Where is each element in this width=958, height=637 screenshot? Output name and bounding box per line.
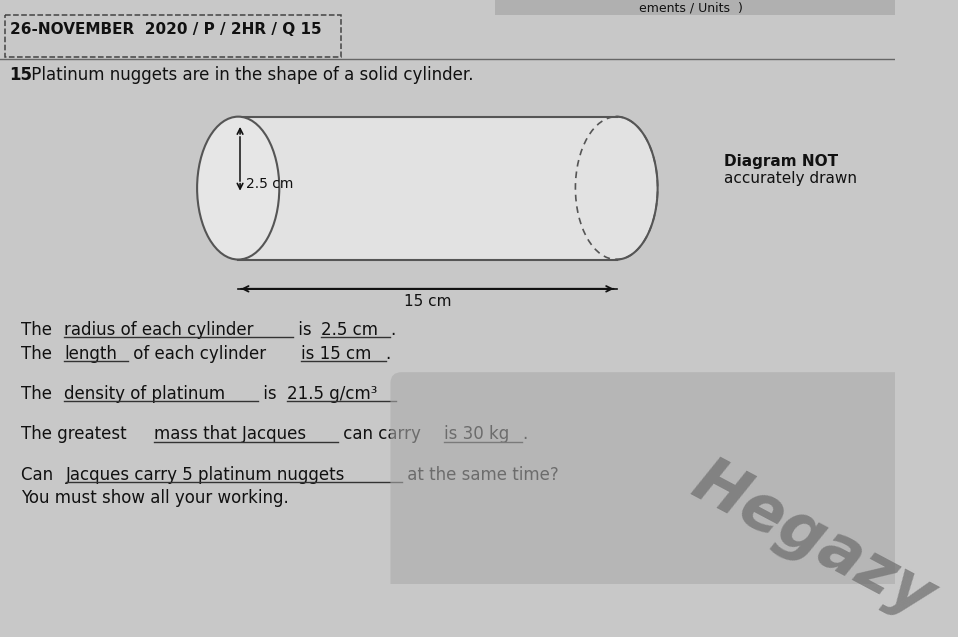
Ellipse shape <box>576 117 657 259</box>
Text: at the same time?: at the same time? <box>402 466 559 483</box>
Text: of each cylinder: of each cylinder <box>128 345 271 362</box>
Text: 15 cm: 15 cm <box>403 294 451 310</box>
Text: Platinum nuggets are in the shape of a solid cylinder.: Platinum nuggets are in the shape of a s… <box>26 66 473 84</box>
FancyBboxPatch shape <box>495 1 895 15</box>
FancyBboxPatch shape <box>391 372 906 595</box>
Text: accurately drawn: accurately drawn <box>724 171 857 186</box>
Text: .: . <box>386 345 391 362</box>
Text: The greatest: The greatest <box>20 426 131 443</box>
Text: ements / Units  ): ements / Units ) <box>639 1 743 14</box>
Text: Diagram NOT: Diagram NOT <box>724 154 838 169</box>
Text: density of platinum: density of platinum <box>64 385 225 403</box>
Text: The: The <box>20 385 57 403</box>
Ellipse shape <box>197 117 280 259</box>
Text: .: . <box>390 321 396 339</box>
Text: is: is <box>259 385 283 403</box>
Text: radius of each cylinder: radius of each cylinder <box>64 321 254 339</box>
Text: Hegazy: Hegazy <box>681 451 944 630</box>
Polygon shape <box>239 117 617 259</box>
Text: 21.5 g/cm³: 21.5 g/cm³ <box>287 385 377 403</box>
Text: mass that Jacques: mass that Jacques <box>154 426 307 443</box>
Text: Jacques carry 5 platinum nuggets: Jacques carry 5 platinum nuggets <box>65 466 345 483</box>
Text: 2.5 cm: 2.5 cm <box>322 321 378 339</box>
Text: is 15 cm: is 15 cm <box>301 345 371 362</box>
Text: .: . <box>522 426 528 443</box>
Text: 15: 15 <box>10 66 33 84</box>
Text: You must show all your working.: You must show all your working. <box>20 489 288 508</box>
Text: 26-NOVEMBER  2020 / P / 2HR / Q 15: 26-NOVEMBER 2020 / P / 2HR / Q 15 <box>11 22 322 38</box>
Text: is 30 kg: is 30 kg <box>444 426 509 443</box>
Text: is: is <box>292 321 316 339</box>
Text: Can: Can <box>20 466 57 483</box>
Text: 2.5 cm: 2.5 cm <box>245 177 293 191</box>
Bar <box>5 15 341 57</box>
Text: can carry: can carry <box>337 426 425 443</box>
Text: length: length <box>64 345 117 362</box>
Text: The: The <box>20 345 57 362</box>
Text: The: The <box>20 321 57 339</box>
